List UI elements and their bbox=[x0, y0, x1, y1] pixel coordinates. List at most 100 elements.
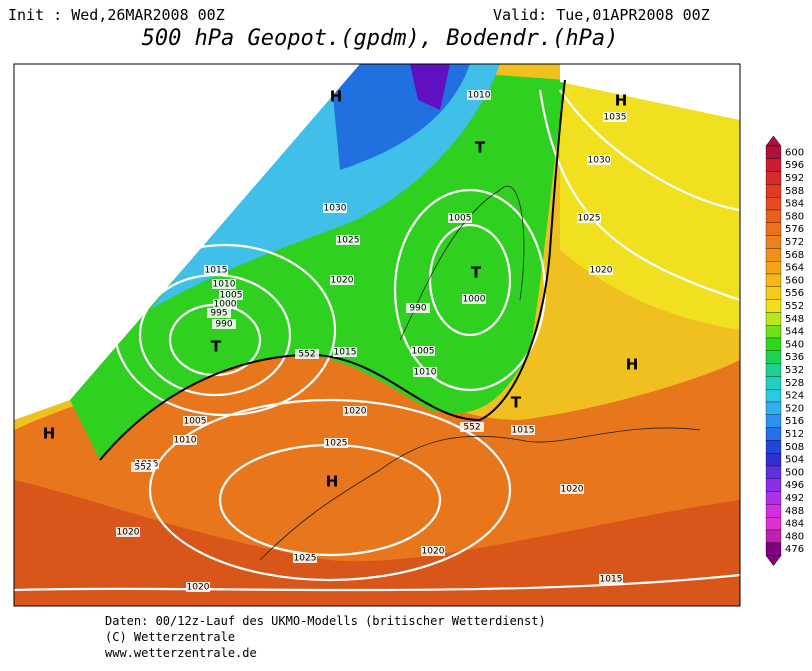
colorbar-cell bbox=[765, 325, 782, 339]
outside-domain-west bbox=[14, 64, 360, 420]
isobar-label: 990 bbox=[215, 320, 232, 330]
map-labels: 1010 1035 1030 1025 1020 1030 1025 1020 1015 1010… bbox=[43, 88, 639, 593]
colorbar-label: 528 bbox=[785, 378, 804, 389]
colorbar-label: 540 bbox=[785, 339, 804, 350]
label-bg bbox=[212, 279, 236, 289]
pressure-center: T bbox=[471, 264, 482, 282]
label-bg bbox=[131, 462, 155, 472]
isobar-label: 1025 bbox=[325, 439, 348, 449]
isobar-label: 1030 bbox=[588, 156, 611, 166]
isobar-label: 1020 bbox=[590, 266, 613, 276]
pressure-center: H bbox=[330, 88, 343, 106]
colorbar-cell bbox=[765, 363, 782, 377]
pressure-center: T bbox=[475, 139, 486, 157]
label-bg bbox=[413, 367, 437, 377]
label-bg bbox=[511, 425, 535, 435]
isobar-label: 1005 bbox=[412, 347, 435, 357]
colorbar-label: 588 bbox=[785, 186, 804, 197]
colorbar-cell bbox=[765, 235, 782, 249]
colorbar-label: 568 bbox=[785, 250, 804, 261]
footer-line: www.wetterzentrale.de bbox=[105, 646, 257, 660]
colorbar-cell bbox=[765, 312, 782, 326]
colorbar-cell bbox=[765, 491, 782, 505]
isobar-label: 1015 bbox=[600, 575, 623, 585]
label-bg bbox=[589, 265, 613, 275]
isobar-label: 552 bbox=[463, 423, 480, 433]
isobar-label: 1015 bbox=[205, 266, 228, 276]
colorbar-cell bbox=[765, 184, 782, 198]
label-bg bbox=[204, 265, 228, 275]
label-bg bbox=[467, 90, 491, 100]
map-field bbox=[14, 64, 740, 606]
colorbar-cell bbox=[765, 542, 782, 556]
colorbar-label: 596 bbox=[785, 160, 804, 171]
colorbar-cap bbox=[765, 555, 782, 567]
isobar-label: 990 bbox=[409, 304, 426, 314]
colorbar-label: 532 bbox=[785, 365, 804, 376]
colorbar-cell bbox=[765, 158, 782, 172]
isobar-label: 1005 bbox=[184, 417, 207, 427]
label-bg bbox=[213, 299, 237, 309]
colorbar-cell bbox=[765, 337, 782, 351]
label-bg bbox=[324, 438, 348, 448]
isobar-label: 1015 bbox=[334, 348, 357, 358]
isobar-label: 1010 bbox=[213, 280, 236, 290]
colorbar-cell bbox=[765, 350, 782, 364]
valid-time: Valid: Tue,01APR2008 00Z bbox=[493, 6, 710, 24]
label-bg bbox=[330, 275, 354, 285]
colorbar-label: 580 bbox=[785, 211, 804, 222]
label-bg bbox=[462, 294, 486, 304]
colorbar-label: 600 bbox=[785, 147, 804, 158]
label-bg bbox=[323, 203, 347, 213]
colorbar-cell bbox=[765, 529, 782, 543]
isobar-label: 1000 bbox=[463, 295, 486, 305]
label-bg bbox=[448, 213, 472, 223]
contour-552 bbox=[99, 79, 566, 461]
label-bg bbox=[293, 553, 317, 563]
pressure-center: T bbox=[211, 338, 222, 356]
colorbar-label: 556 bbox=[785, 288, 804, 299]
colorbar-cell bbox=[765, 504, 782, 518]
colorbar-cell bbox=[765, 197, 782, 211]
label-bg bbox=[560, 484, 584, 494]
colorbar-label: 480 bbox=[785, 531, 804, 542]
colorbar-label: 492 bbox=[785, 493, 804, 504]
colorbar-label: 516 bbox=[785, 416, 804, 427]
colorbar-cell bbox=[765, 145, 782, 159]
label-bg bbox=[421, 546, 445, 556]
isobar-label: 1010 bbox=[468, 91, 491, 101]
dark-orange-field bbox=[14, 480, 740, 606]
colorbar-cell bbox=[765, 478, 782, 492]
label-bg bbox=[343, 406, 367, 416]
label-bg bbox=[406, 303, 430, 313]
isobar-label: 1020 bbox=[344, 407, 367, 417]
colorbar-label: 592 bbox=[785, 173, 804, 184]
label-bg bbox=[336, 235, 360, 245]
purple-field bbox=[410, 64, 450, 110]
colorbar-label: 564 bbox=[785, 263, 804, 274]
colorbar-label: 560 bbox=[785, 275, 804, 286]
label-bg bbox=[186, 582, 210, 592]
coastlines bbox=[259, 185, 701, 561]
label-bg bbox=[116, 527, 140, 537]
isobar-label: 552 bbox=[134, 463, 151, 473]
isobar-label: 1000 bbox=[214, 300, 237, 310]
map-title: 500 hPa Geopot.(gpdm), Bodendr.(hPa) bbox=[141, 26, 619, 51]
colorbar-cell bbox=[765, 440, 782, 454]
colorbar-label: 508 bbox=[785, 442, 804, 453]
isobar-label: 1025 bbox=[578, 214, 601, 224]
label-bg bbox=[219, 290, 243, 300]
colorbar-label: 536 bbox=[785, 352, 804, 363]
isobar-label: 1020 bbox=[187, 583, 210, 593]
label-bg bbox=[173, 435, 197, 445]
colorbar-cell bbox=[765, 209, 782, 223]
label-bg bbox=[183, 416, 207, 426]
isobar-label: 1015 bbox=[512, 426, 535, 436]
label-bg bbox=[587, 155, 611, 165]
isobar-label: 552 bbox=[298, 350, 315, 360]
isobar-label: 1005 bbox=[220, 291, 243, 301]
isobar-label: 1005 bbox=[449, 214, 472, 224]
init-time: Init : Wed,26MAR2008 00Z bbox=[8, 6, 225, 24]
colorbar-label: 504 bbox=[785, 455, 804, 466]
